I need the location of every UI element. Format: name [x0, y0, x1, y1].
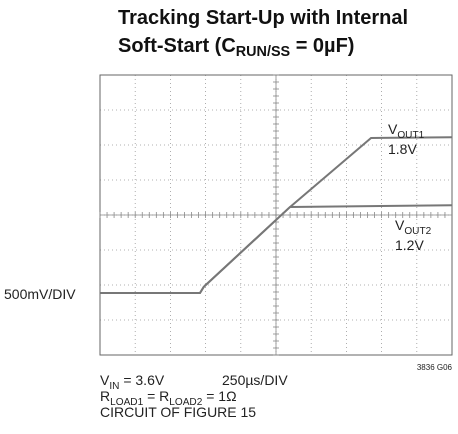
note: RLOAD1 = RLOAD2 = 1Ω — [100, 388, 237, 408]
trace — [100, 204, 453, 295]
text-segment: LOAD1 — [110, 397, 143, 408]
trace-label: VOUT2 — [395, 217, 432, 237]
text-segment: = R — [143, 388, 169, 404]
trace-label: VOUT1 — [388, 121, 425, 141]
text-segment: = 0µF) — [290, 35, 354, 57]
text-segment: = 1Ω — [202, 388, 236, 404]
text-segment: Tracking Start-Up with Internal — [118, 7, 408, 29]
text-segment: V — [388, 121, 398, 137]
figure-id: 3836 G06 — [417, 363, 453, 372]
trace-value-label: 1.8V — [388, 141, 417, 157]
text-segment: R — [100, 388, 110, 404]
trace-value-label: 1.2V — [395, 237, 424, 253]
text-segment: OUT2 — [404, 226, 431, 237]
text-segment: RUN/SS — [236, 44, 291, 60]
chart-title: Soft-Start (CRUN/SS = 0µF) — [118, 35, 354, 60]
text-segment: CIRCUIT OF FIGURE 15 — [100, 404, 256, 420]
y-scale-label: 500mV/DIV — [4, 286, 76, 302]
text-segment: = 3.6V — [119, 372, 164, 388]
note: CIRCUIT OF FIGURE 15 — [100, 404, 256, 420]
text-segment: V — [395, 217, 405, 233]
text-segment: V — [100, 372, 110, 388]
text-segment: IN — [109, 381, 119, 392]
note: VIN = 3.6V — [100, 372, 165, 392]
chart-title: Tracking Start-Up with Internal — [118, 7, 408, 29]
text-segment: Soft-Start (C — [118, 35, 236, 57]
text-segment: LOAD2 — [169, 397, 202, 408]
text-segment: OUT1 — [397, 130, 424, 141]
x-scale-label: 250µs/DIV — [222, 372, 288, 388]
